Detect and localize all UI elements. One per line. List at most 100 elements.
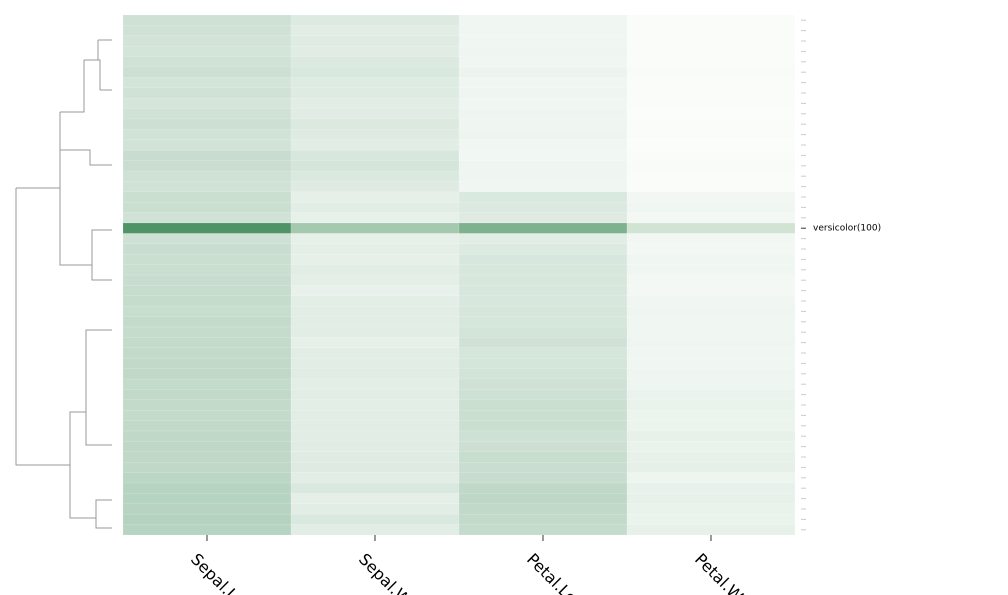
heatmap-cell: [122, 108, 292, 120]
heatmap-cell: [290, 118, 460, 130]
heatmap-cell: [290, 347, 460, 359]
heatmap-cell: [458, 233, 628, 245]
heatmap-cell: [122, 170, 292, 182]
heatmap-cell: [458, 399, 628, 411]
heatmap-cell: [122, 285, 292, 297]
heatmap-cell: [122, 222, 292, 234]
heatmap-cell: [458, 285, 628, 297]
heatmap-cell: [626, 243, 796, 255]
heatmap-cell: [458, 201, 628, 213]
heatmap-cell: [626, 129, 796, 141]
heatmap-cell: [122, 420, 292, 432]
heatmap-cell: [458, 347, 628, 359]
heatmap-cell: [122, 524, 292, 536]
heatmap-cell: [458, 97, 628, 109]
heatmap-cell: [458, 368, 628, 380]
heatmap-cell: [122, 399, 292, 411]
heatmap-cell: [290, 14, 460, 26]
heatmap-cell: [122, 35, 292, 47]
heatmap-cell: [290, 108, 460, 120]
heatmap-cell: [122, 66, 292, 78]
heatmap-cell: [122, 472, 292, 484]
heatmap-cell: [458, 170, 628, 182]
heatmap-cell: [626, 264, 796, 276]
heatmap-cell: [122, 118, 292, 130]
heatmap-cell: [290, 264, 460, 276]
heatmap-cell: [122, 482, 292, 494]
heatmap-cell: [626, 233, 796, 245]
heatmap-cell: [122, 493, 292, 505]
heatmap-cell: [626, 441, 796, 453]
heatmap-cell: [458, 191, 628, 203]
heatmap-cell: [626, 285, 796, 297]
heatmap-cell: [458, 139, 628, 151]
heatmap-cell: [290, 378, 460, 390]
heatmap-cell: [458, 430, 628, 442]
heatmap-cell: [626, 108, 796, 120]
heatmap-cell: [290, 201, 460, 213]
heatmap-cell: [458, 253, 628, 265]
heatmap-cell: [458, 409, 628, 421]
heatmap-cell: [626, 56, 796, 68]
heatmap-cell: [290, 493, 460, 505]
heatmap-cell: [122, 326, 292, 338]
heatmap-cell: [626, 399, 796, 411]
heatmap-cell: [122, 264, 292, 276]
heatmap-cell: [290, 222, 460, 234]
heatmap-cell: [290, 461, 460, 473]
heatmap-cell: [458, 357, 628, 369]
heatmap-cell: [626, 87, 796, 99]
heatmap-cell: [290, 181, 460, 193]
heatmap-cell: [122, 316, 292, 328]
heatmap-cell: [122, 253, 292, 265]
heatmap-cell: [458, 243, 628, 255]
heatmap-cell: [122, 45, 292, 57]
heatmap-cell: [626, 66, 796, 78]
column-label: Sepal.Width: [355, 550, 436, 595]
heatmap-cell: [290, 389, 460, 401]
heatmap-cell: [458, 441, 628, 453]
heatmap-cell: [290, 524, 460, 536]
heatmap-cell: [290, 399, 460, 411]
heatmap-cell: [122, 243, 292, 255]
heatmap-cell: [290, 243, 460, 255]
column-label: Petal.Width: [691, 550, 769, 595]
heatmap-cell: [290, 513, 460, 525]
heatmap-cell: [626, 160, 796, 172]
heatmap-cell: [458, 149, 628, 161]
heatmap-cell: [290, 482, 460, 494]
heatmap-cell: [626, 149, 796, 161]
heatmap-cell: [458, 25, 628, 37]
heatmap-cell: [626, 305, 796, 317]
heatmap-cell: [290, 233, 460, 245]
heatmap-cell: [458, 389, 628, 401]
heatmap-cell: [458, 295, 628, 307]
heatmap-cell: [458, 87, 628, 99]
heatmap-cell: [458, 222, 628, 234]
heatmap-cell: [290, 129, 460, 141]
heatmap-cell: [626, 503, 796, 515]
heatmap-cell: [458, 305, 628, 317]
heatmap-cell: [122, 191, 292, 203]
heatmap-cell: [626, 25, 796, 37]
heatmap-cell: [290, 25, 460, 37]
heatmap-cell: [626, 451, 796, 463]
heatmap-cell: [290, 45, 460, 57]
heatmap-cell: [290, 430, 460, 442]
heatmap-cell: [626, 14, 796, 26]
heatmap-cell: [290, 503, 460, 515]
heatmap-cell: [626, 97, 796, 109]
heatmap-cell: [626, 191, 796, 203]
heatmap-cell: [122, 274, 292, 286]
heatmap-cell: [458, 472, 628, 484]
heatmap-cell: [626, 461, 796, 473]
heatmap-cell: [626, 201, 796, 213]
heatmap-cell: [122, 378, 292, 390]
heatmap-cell: [626, 357, 796, 369]
heatmap-cell: [122, 503, 292, 515]
heatmap-cell: [290, 420, 460, 432]
heatmap-cell: [458, 513, 628, 525]
heatmap-cell: [122, 97, 292, 109]
heatmap-cell: [290, 35, 460, 47]
